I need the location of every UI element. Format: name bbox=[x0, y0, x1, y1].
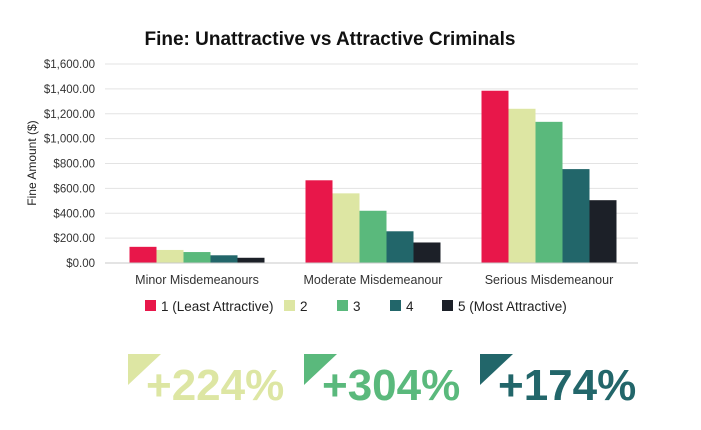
stat-triangle bbox=[304, 354, 337, 385]
bar-2 bbox=[332, 193, 360, 263]
bar-5 bbox=[237, 257, 265, 263]
stat-triangle bbox=[480, 354, 513, 385]
legend-swatch bbox=[390, 300, 401, 311]
bar-1 bbox=[129, 246, 157, 263]
bar-2 bbox=[156, 249, 184, 263]
legend-label: 2 bbox=[300, 299, 308, 314]
y-axis-label: Fine Amount ($) bbox=[25, 120, 39, 205]
legend-label: 4 bbox=[406, 299, 414, 314]
stat-value: +304% bbox=[322, 361, 460, 410]
category-label: Serious Misdemeanour bbox=[485, 273, 614, 287]
bar-2 bbox=[508, 108, 536, 264]
legend-label: 1 (Least Attractive) bbox=[161, 299, 274, 314]
bar-4 bbox=[210, 255, 238, 263]
stat-value: +174% bbox=[498, 361, 636, 410]
bar-4 bbox=[562, 169, 590, 263]
legend: 1 (Least Attractive) 2 3 4 5 (Most Attractiv… bbox=[145, 299, 567, 314]
bar-3 bbox=[359, 210, 387, 263]
stat-value: +224% bbox=[146, 361, 284, 410]
legend-swatch bbox=[442, 300, 453, 311]
category-label: Moderate Misdemeanour bbox=[304, 273, 443, 287]
gridlines bbox=[105, 63, 638, 239]
stat-triangle bbox=[128, 354, 161, 385]
x-axis-categories: Minor Misdemeanours Moderate Misdemeanour… bbox=[135, 273, 613, 287]
legend-swatch bbox=[145, 300, 156, 311]
bar-3 bbox=[535, 121, 563, 263]
bar-3 bbox=[183, 252, 211, 263]
y-tick-label: $800.00 bbox=[53, 159, 95, 171]
legend-swatch bbox=[337, 300, 348, 311]
y-tick-label: $400.00 bbox=[53, 208, 95, 220]
y-tick-label: $1,600.00 bbox=[44, 59, 95, 71]
legend-label: 5 (Most Attractive) bbox=[458, 299, 567, 314]
stat-callouts: +224% +304% +174% bbox=[128, 354, 636, 410]
bar-5 bbox=[589, 200, 617, 263]
bar-4 bbox=[386, 231, 414, 263]
y-tick-label: $0.00 bbox=[66, 258, 95, 270]
y-tick-label: $1,400.00 bbox=[44, 84, 95, 96]
y-tick-label: $1,000.00 bbox=[44, 134, 95, 146]
bar-5 bbox=[413, 242, 441, 263]
y-tick-label: $1,200.00 bbox=[44, 109, 95, 121]
bar-1 bbox=[305, 180, 333, 263]
legend-swatch bbox=[284, 300, 295, 311]
bars bbox=[129, 90, 617, 264]
legend-label: 3 bbox=[353, 299, 361, 314]
y-tick-label: $200.00 bbox=[53, 233, 95, 245]
bar-1 bbox=[481, 90, 509, 263]
y-tick-label: $600.00 bbox=[53, 183, 95, 195]
category-label: Minor Misdemeanours bbox=[135, 273, 259, 287]
chart-title: Fine: Unattractive vs Attractive Crimina… bbox=[145, 29, 516, 50]
y-axis-ticks: $0.00 $200.00 $400.00 $600.00 $800.00 $1,000.… bbox=[44, 59, 95, 270]
